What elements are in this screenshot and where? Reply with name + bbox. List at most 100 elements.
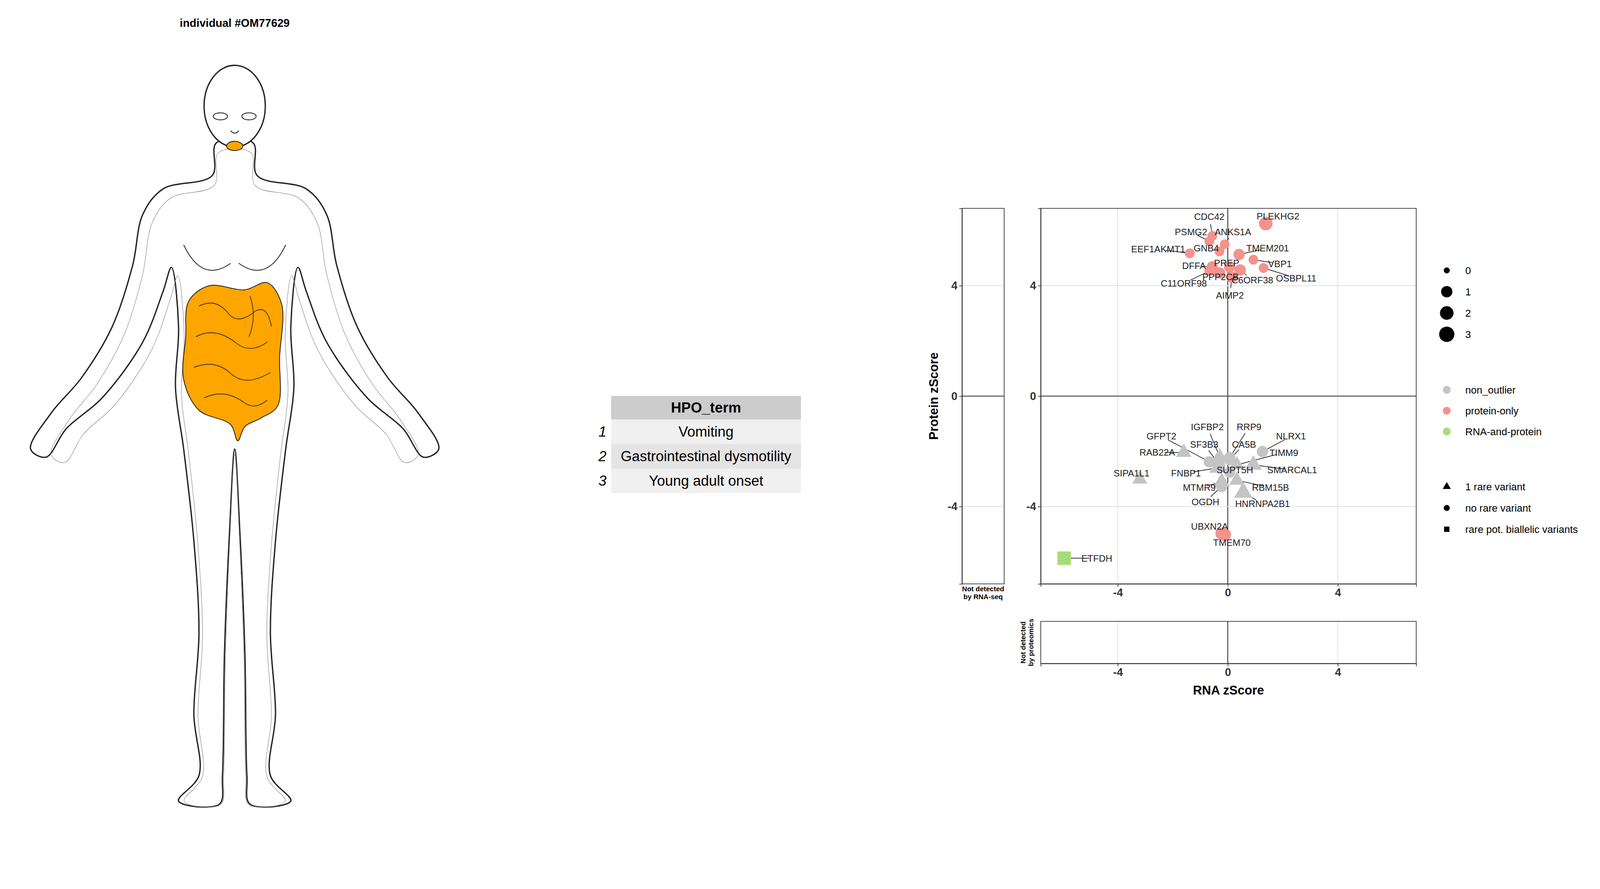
point-label: TIMM9: [1269, 447, 1299, 458]
point-label: C11ORF98: [1160, 278, 1207, 289]
tick-label: -4: [947, 500, 958, 513]
table-cell: Gastrointestinal dysmotility: [620, 448, 792, 465]
legend-size-key: [1443, 267, 1450, 274]
tick: 0: [951, 389, 963, 403]
point-label: DFFA: [1182, 260, 1207, 271]
legend-size-key: [1439, 326, 1455, 343]
legend-label: 1: [1465, 286, 1471, 298]
point-label: ANKS1A: [1214, 226, 1252, 238]
table-cell: Young adult onset: [648, 472, 763, 489]
point-label: TMEM201: [1246, 243, 1289, 254]
grid-line-x: [1337, 621, 1339, 664]
tick-mark: [1037, 395, 1041, 397]
legend-color-key: [1443, 427, 1451, 436]
tick-label: 4: [1334, 665, 1342, 679]
point-label: VBP1: [1268, 258, 1292, 269]
grid-line-x: [1227, 621, 1229, 664]
point-label: AIMP2: [1216, 290, 1244, 301]
tick-label: 4: [951, 279, 958, 292]
grid-line-x: [1117, 621, 1119, 664]
point-label: SIPA1L1: [1113, 468, 1150, 479]
tick: 0: [1225, 583, 1232, 599]
title: individual #OM77629: [179, 16, 290, 30]
table-cell: Vomiting: [678, 423, 734, 440]
legend-label: protein-only: [1465, 405, 1519, 417]
tick-mark: [959, 506, 963, 508]
eye: [213, 112, 228, 120]
side-panel-label: Not detectedby proteomics: [1018, 618, 1035, 667]
tick: 0: [1225, 663, 1232, 679]
y-axis-title: Protein zScore: [926, 352, 941, 440]
head: [204, 65, 266, 147]
protein-missing-panel: [1040, 621, 1417, 664]
point-label: ETFDH: [1081, 553, 1113, 564]
point-label: PSMG2: [1175, 226, 1208, 238]
table-row-bg: [611, 468, 801, 494]
point-label: RBM15B: [1251, 482, 1289, 493]
tick-label: 4: [1334, 586, 1342, 599]
point-label: CDC42: [1193, 211, 1225, 222]
point-label: EEF1AKMT1: [1131, 243, 1186, 255]
legend-label: 1 rare variant: [1465, 481, 1526, 493]
rna-missing-panel: [962, 208, 1005, 584]
point-label: GFPT2: [1146, 431, 1176, 442]
nose: [230, 130, 239, 134]
tick-mark: [959, 285, 963, 287]
legend-label: 0: [1465, 264, 1471, 277]
body-diagram: [30, 65, 439, 807]
legend-label: non_outlier: [1465, 384, 1516, 396]
point-label: UBXN2A: [1190, 521, 1229, 532]
grid-line-y: [1040, 285, 1417, 287]
panel-frame: [1040, 208, 1417, 584]
axis: -404: [1041, 583, 1417, 599]
grid-line-y: [1040, 506, 1417, 507]
tick: 4: [1334, 583, 1342, 599]
chest-line: [183, 244, 286, 271]
grid-line-y: [1040, 395, 1417, 397]
point-label: GNB4: [1193, 243, 1219, 254]
point-label: SF3B3: [1190, 439, 1219, 450]
tick-label: 0: [1030, 389, 1037, 403]
legend-shape-key: [1443, 505, 1450, 512]
axis: -4 0 4: [947, 208, 963, 585]
gi-detail: [193, 295, 272, 407]
point: [1258, 262, 1269, 273]
point-label: MTMR9: [1182, 482, 1216, 493]
table-header: HPO_term: [670, 399, 742, 416]
legend-shape-key: [1442, 481, 1451, 489]
point-label: IGFBP2: [1190, 421, 1224, 432]
tick-mark: [1037, 506, 1041, 508]
tick-label: 0: [1225, 665, 1232, 679]
tick-mark: [1037, 285, 1041, 287]
grid-line-y: [962, 395, 1005, 397]
point-label: PLEKHG2: [1256, 211, 1300, 222]
side-panel-label: Not detectedby RNA-seq: [962, 584, 1005, 601]
tick: -4: [947, 500, 963, 513]
legend-label: no rare variant: [1465, 502, 1532, 514]
eye: [241, 112, 257, 120]
legend-label: RNA-and-protein: [1465, 425, 1542, 438]
body-outline: [30, 138, 439, 807]
figure: individual #OM77629 HPO_term 1 Vomiting 2 Gas…: [0, 0, 1600, 889]
tick: -4: [1026, 500, 1041, 513]
point: [1248, 254, 1259, 265]
table-index: 2: [598, 448, 607, 465]
point: [1256, 445, 1269, 458]
tick-label: -4: [1112, 665, 1124, 679]
legend-shape-key: [1443, 526, 1450, 532]
mouth: [226, 141, 243, 151]
legend: 0123non_outlierprotein-onlyRNA-and-prote…: [1439, 264, 1579, 536]
point: [1216, 480, 1228, 493]
panel-frame: [962, 208, 1005, 584]
tick-label: 0: [1225, 586, 1232, 599]
legend-color-key: [1443, 386, 1451, 394]
table-header-bg: [611, 395, 801, 420]
legend-color-key: [1443, 406, 1451, 415]
plot-panel: [1040, 208, 1417, 584]
point-label: PREP: [1213, 257, 1239, 269]
point-label: OGDH: [1191, 496, 1220, 507]
x-axis-title: RNA zScore: [1193, 683, 1265, 698]
tick-label: 0: [951, 389, 958, 403]
grid-line-y: [962, 285, 1005, 287]
tick-label: -4: [1026, 500, 1037, 513]
